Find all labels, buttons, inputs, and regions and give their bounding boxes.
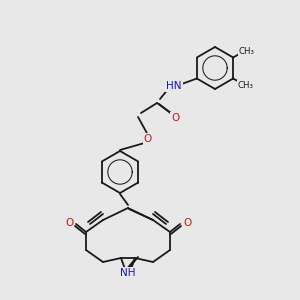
Text: O: O — [144, 134, 152, 144]
Text: O: O — [183, 218, 191, 228]
Text: CH₃: CH₃ — [237, 80, 254, 89]
Text: O: O — [171, 113, 179, 123]
Text: HN: HN — [166, 81, 182, 91]
Text: CH₃: CH₃ — [238, 46, 254, 56]
Text: NH: NH — [120, 268, 136, 278]
Text: O: O — [65, 218, 73, 228]
